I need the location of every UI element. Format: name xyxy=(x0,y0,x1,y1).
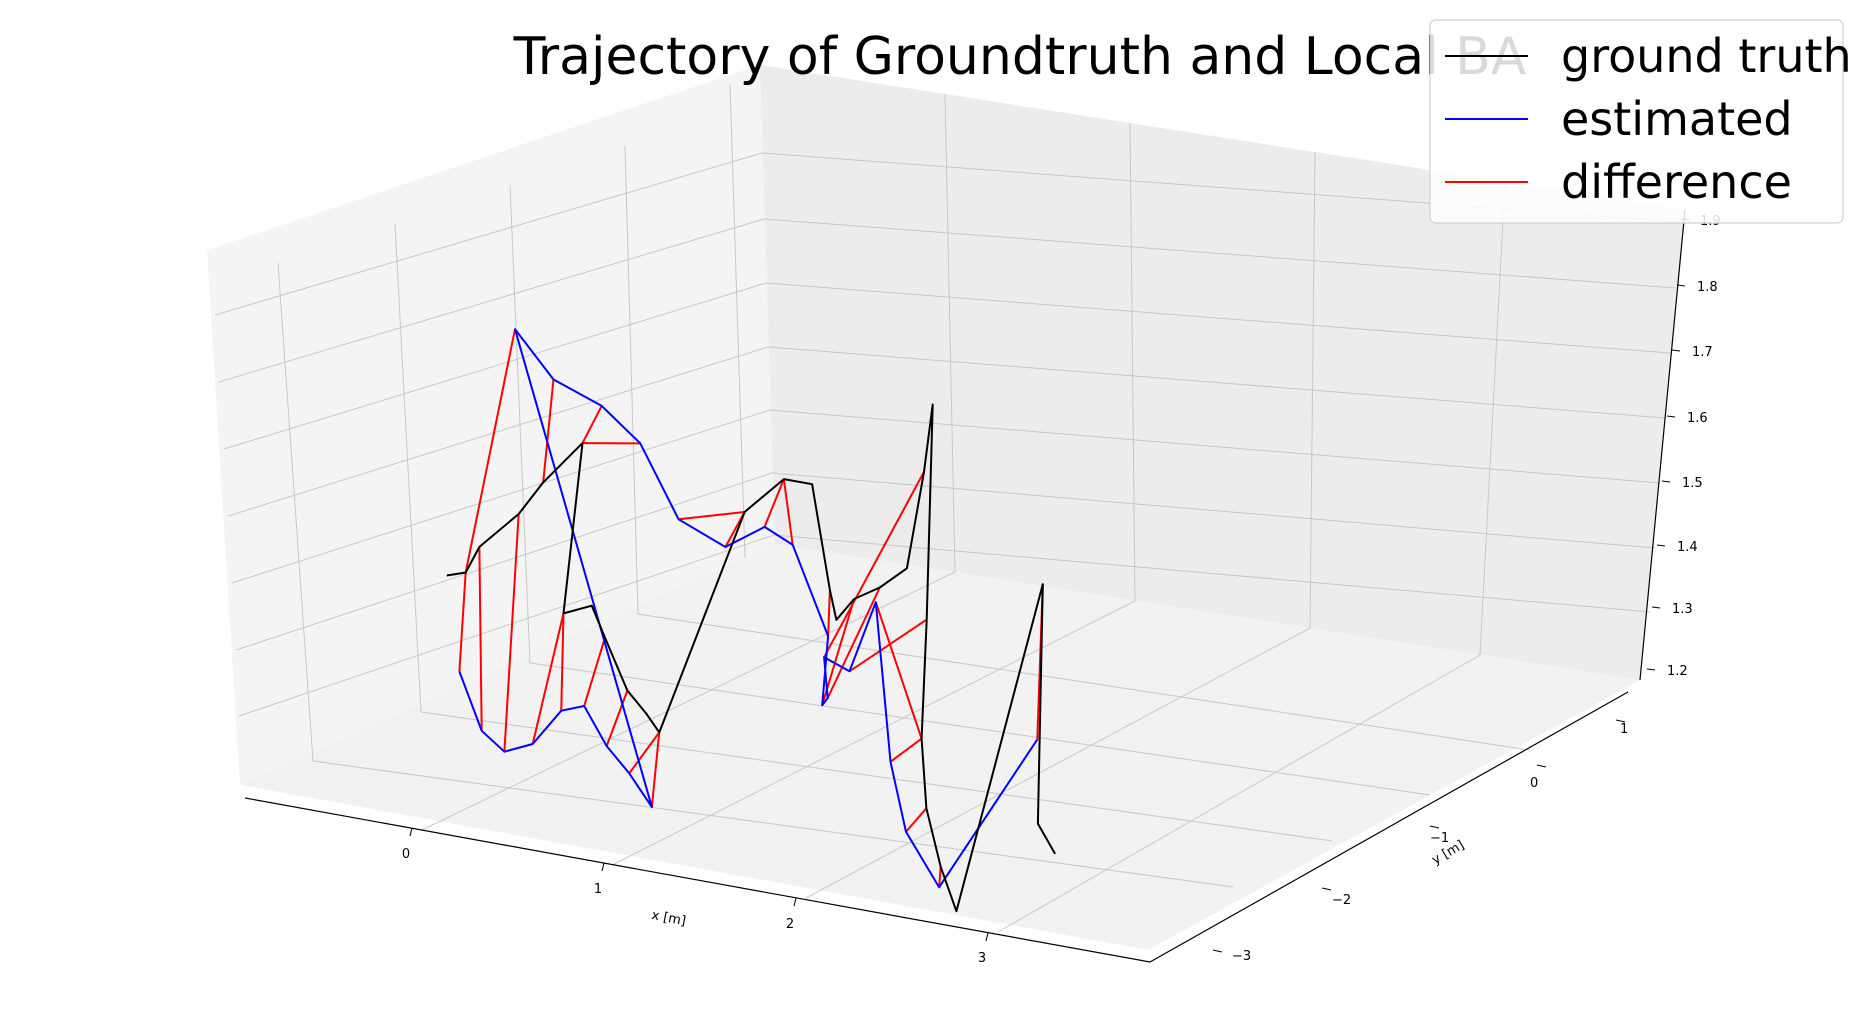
difference-segment xyxy=(560,613,565,711)
x-tick-label: 0 xyxy=(402,847,410,862)
difference-segment xyxy=(827,589,831,637)
difference-segment xyxy=(678,511,745,521)
z-axis-line xyxy=(1639,209,1686,681)
difference-segment xyxy=(782,478,794,545)
difference-segment xyxy=(605,690,629,747)
z-tick-label: 1.3 xyxy=(1672,602,1693,617)
legend-label-ground-truth: ground truth xyxy=(1561,29,1852,83)
x-tick-label: 2 xyxy=(786,917,794,932)
axes xyxy=(244,209,1686,963)
z-tick-label: 1.8 xyxy=(1697,280,1718,295)
estimated-line xyxy=(458,328,1039,889)
x-tick-label: 1 xyxy=(594,882,602,897)
x-axis-label: x [m] xyxy=(650,908,687,929)
y-tick-label: 1 xyxy=(1620,722,1628,737)
legend-label-estimated: estimated xyxy=(1561,92,1793,146)
difference-segment xyxy=(650,732,661,808)
legend-frame xyxy=(1429,19,1844,224)
difference-segment xyxy=(823,471,925,658)
y-tick-label: −2 xyxy=(1332,893,1351,908)
difference-segment xyxy=(503,513,520,752)
difference-segment xyxy=(905,807,928,833)
data-layer xyxy=(446,328,1056,913)
z-tick-label: 1.6 xyxy=(1687,411,1708,426)
z-tick-label: 1.4 xyxy=(1677,540,1698,555)
ground-truth-line xyxy=(446,403,1056,913)
difference-segment xyxy=(583,637,606,707)
difference-segment xyxy=(874,601,923,740)
legend: ground truth estimated difference xyxy=(1429,19,1852,224)
difference-segment xyxy=(458,572,467,672)
y-ticks xyxy=(1212,719,1626,953)
difference-segment xyxy=(938,866,942,888)
y-tick-label: −3 xyxy=(1232,949,1251,964)
back-pane-left xyxy=(207,65,775,785)
z-tick-label: 1.7 xyxy=(1692,345,1713,360)
y-tick-label: −1 xyxy=(1430,831,1449,846)
z-tick-label: 1.2 xyxy=(1667,664,1688,679)
y-tick-label: 0 xyxy=(1530,776,1538,791)
difference-segment xyxy=(542,379,555,483)
floor-pane xyxy=(240,544,1640,950)
x-axis-line xyxy=(244,797,1151,963)
z-tick-label: 1.5 xyxy=(1682,476,1703,491)
legend-label-difference: difference xyxy=(1561,155,1792,209)
difference-segment xyxy=(628,731,661,774)
chart-title: Trajectory of Groundtruth and Local BA xyxy=(513,27,1527,87)
difference-segment xyxy=(826,587,881,699)
difference-segment xyxy=(464,329,516,573)
difference-segment xyxy=(848,618,928,673)
difference-segment xyxy=(478,546,483,731)
x-ticks xyxy=(409,827,989,942)
difference-segment xyxy=(531,613,565,745)
difference-segment xyxy=(581,405,603,444)
difference-segment xyxy=(763,478,785,528)
difference-segment xyxy=(889,737,923,763)
x-tick-label: 3 xyxy=(978,951,986,966)
y-axis-line xyxy=(1149,691,1629,963)
